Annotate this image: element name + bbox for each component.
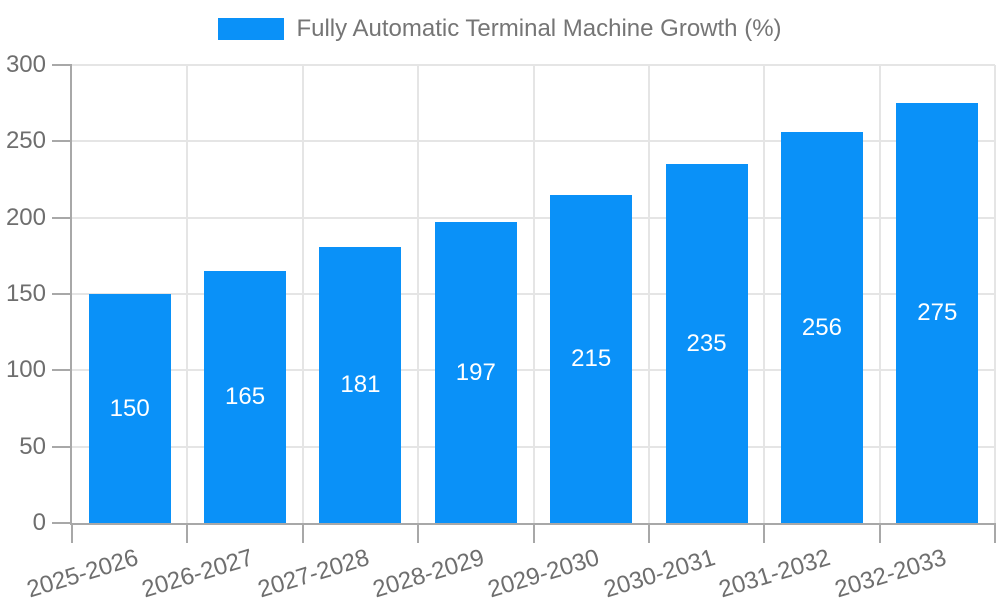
y-tick-label: 250: [5, 127, 46, 155]
x-tick-label: 2028-2029: [369, 544, 488, 600]
x-tick-label: 2030-2031: [600, 544, 719, 600]
bar-value-label: 181: [340, 370, 381, 398]
y-tick-label: 0: [32, 509, 46, 536]
legend-swatch-icon: [218, 18, 285, 40]
y-axis-tick: [52, 216, 72, 219]
v-gridline: [994, 65, 996, 523]
plot-area: 150 165 181 197 215 235 256 275: [70, 64, 996, 525]
v-gridline: [647, 65, 650, 523]
x-axis-tick: [994, 523, 996, 543]
bar[interactable]: [665, 164, 748, 523]
x-tick-label: 2027-2028: [254, 544, 373, 600]
y-tick-label: 200: [5, 203, 46, 231]
bar-value-label: 197: [455, 358, 496, 386]
x-tick-label: 2029-2030: [485, 544, 603, 600]
x-tick-label: 2025-2026: [23, 544, 142, 600]
bar[interactable]: [88, 294, 171, 523]
y-tick-label: 300: [5, 51, 46, 78]
bar-value-label: 215: [571, 344, 612, 372]
bar[interactable]: [319, 246, 402, 523]
v-gridline: [417, 65, 420, 523]
legend[interactable]: Fully Automatic Terminal Machine Growth …: [0, 16, 1000, 42]
y-axis-tick: [52, 369, 72, 372]
x-tick-label: 2031-2032: [715, 544, 834, 600]
legend-label: Fully Automatic Terminal Machine Growth …: [296, 15, 782, 42]
bar[interactable]: [434, 222, 517, 523]
bar-value-label: 235: [686, 329, 727, 357]
v-gridline: [186, 65, 189, 523]
bar[interactable]: [550, 194, 633, 523]
bar-value-label: 256: [801, 313, 842, 341]
y-axis-tick: [52, 64, 72, 66]
x-axis-tick: [763, 523, 766, 543]
bar-value-label: 165: [225, 383, 266, 411]
bar[interactable]: [780, 132, 863, 523]
y-tick-label: 50: [19, 432, 46, 460]
x-axis-tick: [878, 523, 881, 543]
x-axis-tick: [71, 523, 73, 543]
v-gridline: [878, 65, 881, 523]
bar[interactable]: [204, 271, 287, 523]
bar[interactable]: [896, 103, 979, 523]
y-axis-tick: [52, 445, 72, 448]
x-tick-label: 2032-2033: [831, 544, 949, 600]
v-gridline: [532, 65, 535, 523]
y-tick-label: 150: [5, 280, 46, 307]
x-axis-tick: [186, 523, 189, 543]
x-axis-tick: [532, 523, 535, 543]
v-gridline: [301, 65, 304, 523]
x-axis-tick: [301, 523, 304, 543]
bar-value-label: 150: [109, 394, 150, 422]
x-axis-tick: [417, 523, 420, 543]
y-tick-label: 100: [5, 356, 46, 384]
x-axis-tick: [647, 523, 650, 543]
x-tick-label: 2026-2027: [139, 544, 257, 600]
y-axis-tick: [52, 522, 72, 524]
y-axis-tick: [52, 140, 72, 143]
y-axis-tick: [52, 293, 72, 295]
v-gridline: [763, 65, 766, 523]
bar-value-label: 275: [917, 299, 958, 327]
